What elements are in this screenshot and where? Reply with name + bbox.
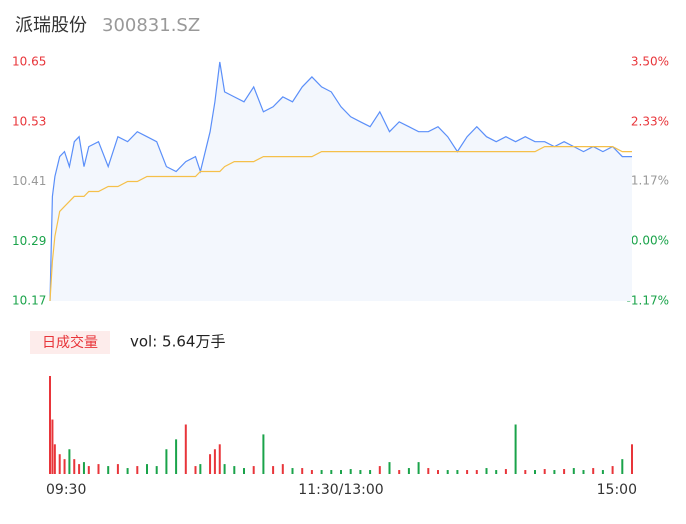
volume-bar [534,470,536,474]
volume-bar [466,470,469,474]
volume-bar [601,470,604,474]
volume-bar [51,419,54,474]
volume-bar [330,470,333,474]
volume-bar [514,424,517,474]
volume-bar [485,468,488,474]
volume-bar [572,468,575,474]
x-tick-label: 15:00 [597,482,637,498]
volume-bar [378,466,381,474]
y-tick-label: 10.41 [12,174,46,188]
volume-bar [340,470,342,474]
stock-code: 300831.SZ [102,15,200,36]
x-tick-label: 11:30/13:00 [298,482,383,498]
volume-bar [553,470,556,474]
volume-bar [49,375,51,474]
volume-bar [475,470,478,474]
volume-bar [87,466,90,474]
y2-tick-label: -1.17% [627,294,669,308]
volume-bar [563,469,566,474]
volume-bar [68,449,71,474]
volume-bar [209,454,212,474]
volume-bar [107,466,110,474]
price-area [50,62,632,301]
volume-bar [369,470,372,474]
volume-bar [388,462,391,474]
volume-bar [417,462,420,474]
volume-bar [63,459,66,474]
volume-bar [611,466,614,474]
volume-bar [524,470,527,474]
volume-bar [213,449,216,474]
stock-name: 派瑞股份 [15,15,87,36]
volume-bar [146,464,148,474]
volume-title: 日成交量 [42,334,98,351]
volume-bar [427,468,430,474]
volume-bar [73,459,76,474]
volume-bar [320,470,323,474]
volume-bar [407,468,410,474]
volume-bar [165,449,168,474]
volume-bar [272,466,275,474]
volume-bar [621,459,624,474]
x-tick-label: 09:30 [46,482,86,498]
volume-bar [281,464,284,474]
y2-tick-label: 2.33% [631,114,669,128]
volume-bar [291,468,294,474]
average-line [49,146,632,302]
volume-bar [262,434,265,474]
volume-bar [592,468,595,474]
volume-bar [398,470,401,474]
volume-title-box [30,331,110,354]
y-tick-label: 10.17 [12,294,46,308]
volume-bar [359,470,362,474]
volume-bar [582,470,585,474]
volume-bar [82,462,85,474]
volume-bar [504,469,507,474]
volume-bar [631,444,633,474]
volume-bar [495,470,498,474]
volume-bar [310,470,313,474]
y-tick-label: 10.65 [12,55,46,69]
volume-bar [78,464,81,474]
volume-bar [155,466,158,474]
volume-bar [126,468,129,474]
volume-bar [175,439,178,474]
volume-bar [446,470,449,474]
volume-bar [456,470,459,474]
volume-bar [97,464,100,474]
volume-bar [136,466,139,474]
volume-bar [116,464,119,474]
volume-bar [218,444,221,474]
volume-bar [53,444,56,474]
y-tick-label: 10.53 [12,114,46,128]
volume-bar [252,466,255,474]
volume-bar [194,466,197,474]
volume-label: vol: 5.64万手 [130,333,225,351]
volume-bar [58,454,61,474]
volume-bar [543,469,546,474]
volume-bar [437,470,439,474]
volume-bar [184,424,187,474]
price-line [49,61,632,302]
volume-bar [301,468,304,474]
y-tick-label: 10.29 [12,234,46,248]
volume-bar [199,464,202,474]
y2-tick-label: 0.00% [631,234,669,248]
y2-tick-label: 1.17% [631,174,669,188]
volume-bar [233,466,236,474]
y2-tick-label: 3.50% [631,55,669,69]
volume-bar [243,468,245,474]
volume-bar [349,469,352,474]
volume-bar [223,464,226,474]
